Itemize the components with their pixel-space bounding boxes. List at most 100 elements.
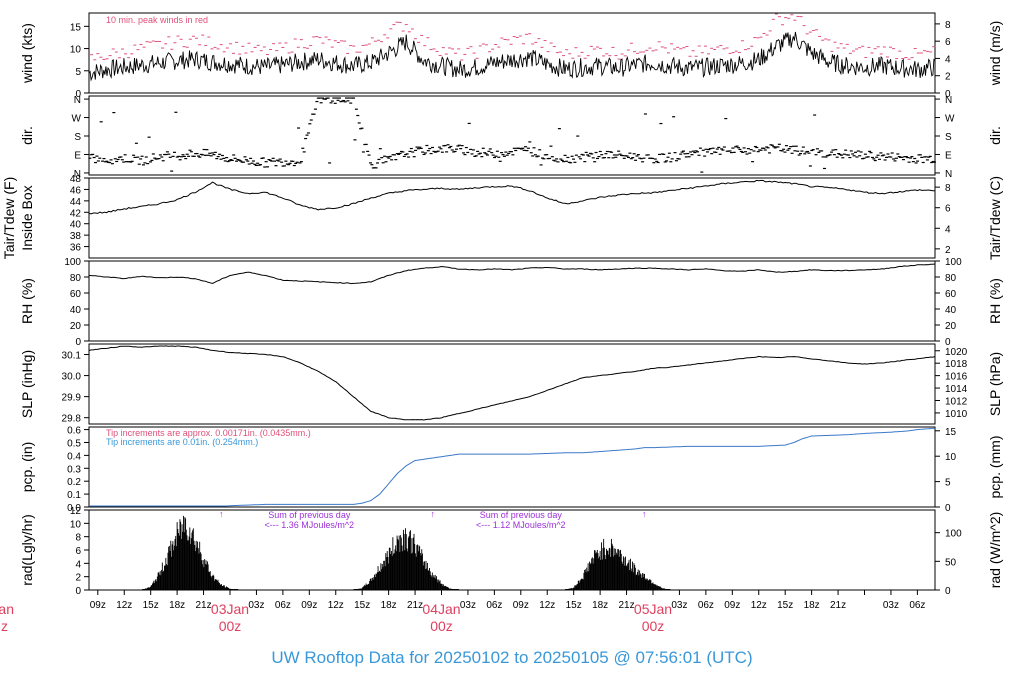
x-tick-label: 12z: [751, 600, 767, 611]
x-tick-label: 09z: [513, 600, 529, 611]
right-tick-label-rad: 100: [945, 529, 962, 540]
right-tick-label-temp: 2: [945, 245, 951, 256]
left-tick-label-dir: N: [74, 169, 81, 180]
y-label-left-temp: Tair/Tdew (F): [1, 177, 17, 259]
y-label-right-rh: RH (%): [987, 278, 1003, 324]
panel-frame-rh: [88, 260, 936, 342]
left-tick-label-dir: N: [74, 95, 81, 106]
right-tick-label-rad: 50: [945, 557, 957, 568]
right-tick-label-slp: 1014: [945, 384, 968, 395]
left-tick-label-pcp: 0.1: [67, 490, 81, 501]
left-tick-label-rad: 6: [75, 546, 81, 557]
right-tick-label-rh: 40: [945, 305, 957, 316]
x-tick-label: 12z: [116, 600, 132, 611]
panel-frame-temp: [88, 177, 936, 259]
series-pcp: [89, 427, 936, 507]
chart-title: UW Rooftop Data for 20250102 to 20250105…: [271, 648, 753, 667]
day-label-hour: 00z: [642, 618, 665, 634]
left-tick-label-rad: 8: [75, 533, 81, 544]
right-tick-label-temp: 4: [945, 224, 951, 235]
right-tick-label-pcp: 10: [945, 452, 957, 463]
y-label-right-dir: dir.: [987, 126, 1003, 145]
left-tick-label-rh: 40: [70, 305, 82, 316]
left-tick-label-pcp: 0.5: [67, 438, 81, 449]
left-tick-label-pcp: 0.2: [67, 477, 81, 488]
left-tick-label-temp: 44: [70, 197, 82, 208]
right-tick-label-dir: W: [945, 114, 955, 125]
left-tick-label-rad: 2: [75, 573, 81, 584]
left-tick-label-temp: 48: [70, 174, 82, 185]
left-tick-label-rh: 0: [75, 337, 81, 348]
left-tick-label-pcp: 0.0: [67, 503, 81, 514]
right-tick-label-wind: 8: [945, 20, 951, 31]
x-tick-label: 03z: [248, 600, 264, 611]
panel-frame-slp: [88, 343, 936, 425]
left-tick-label-rad: 12: [70, 506, 82, 517]
right-tick-label-rh: 20: [945, 321, 957, 332]
right-tick-label-slp: 1018: [945, 359, 968, 370]
rad-day-arrow: ↑: [430, 509, 435, 519]
y-label-right-slp: SLP (hPa): [987, 352, 1003, 416]
left-tick-label-wind: 15: [70, 22, 82, 33]
rad-day-arrow: ↑: [642, 509, 647, 519]
x-tick-label: 06z: [909, 600, 925, 611]
rad-annotation-line2: <--- 1.12 MJoules/m^2: [476, 520, 566, 530]
right-tick-label-pcp: 5: [945, 478, 951, 489]
offpage-day-hour: z: [1, 618, 8, 634]
left-tick-label-slp: 30.0: [62, 372, 82, 383]
left-tick-label-rh: 80: [70, 273, 82, 284]
y-label-left-rad: rad(Lgly/hr): [19, 514, 35, 586]
left-tick-label-rh: 20: [70, 321, 82, 332]
day-label: 05Jan: [634, 601, 672, 617]
right-tick-label-pcp: 15: [945, 427, 957, 438]
rad-annotation-line1: Sum of previous day: [480, 510, 563, 520]
right-tick-label-dir: E: [945, 150, 952, 161]
left-tick-label-rad: 10: [70, 519, 82, 530]
x-tick-label: 15z: [566, 600, 582, 611]
left-tick-label-rh: 60: [70, 289, 82, 300]
y-label-right-temp: Tair/Tdew (C): [987, 176, 1003, 260]
y-label-left-wind: wind (kts): [19, 23, 35, 84]
x-tick-label: 21z: [196, 600, 212, 611]
x-tick-label: 18z: [592, 600, 608, 611]
x-tick-label: 09z: [301, 600, 317, 611]
right-tick-label-dir: N: [945, 169, 952, 180]
left-tick-label-pcp: 0.6: [67, 426, 81, 437]
left-tick-label-temp: 42: [70, 208, 82, 219]
left-tick-label-wind: 0: [75, 89, 81, 100]
left-tick-label-temp: 38: [70, 231, 82, 242]
y-label-left-pcp: pcp. (in): [19, 442, 35, 493]
y-label-right-pcp: pcp. (mm): [987, 436, 1003, 499]
right-tick-label-rh: 60: [945, 289, 957, 300]
pcp-annotation: Tip increments are 0.01in. (0.254mm.): [106, 437, 258, 447]
x-tick-label: 12z: [328, 600, 344, 611]
pcp-annotation: Tip increments are approx. 0.00171in. (0…: [106, 428, 311, 438]
series-wind: [88, 31, 936, 82]
left-tick-label-rad: 4: [75, 559, 81, 570]
x-tick-label: 18z: [381, 600, 397, 611]
panel-frame-dir: [88, 95, 936, 176]
series-temp: [88, 179, 935, 215]
day-label-hour: 00z: [219, 618, 242, 634]
y-label-right-rad: rad (W/m^2): [987, 512, 1003, 589]
right-tick-label-wind: 4: [945, 54, 951, 65]
offpage-day-label: Jan: [0, 601, 14, 617]
series-slp: [88, 345, 936, 421]
y-label-left-rh: RH (%): [19, 278, 35, 324]
series-rh: [88, 263, 936, 285]
right-tick-label-dir: N: [945, 95, 952, 106]
left-tick-label-wind: 10: [70, 45, 82, 56]
y-label-right-wind: wind (m/s): [987, 21, 1003, 87]
right-tick-label-slp: 1012: [945, 396, 968, 407]
right-tick-label-wind: 0: [945, 89, 951, 100]
left-tick-label-pcp: 0.4: [67, 451, 81, 462]
x-tick-label: 21z: [830, 600, 846, 611]
day-label: 03Jan: [211, 601, 249, 617]
left-tick-label-dir: W: [72, 114, 82, 125]
day-label: 04Jan: [422, 601, 460, 617]
left-tick-label-rad: 0: [75, 586, 81, 597]
day-label-hour: 00z: [430, 618, 453, 634]
x-tick-label: 03z: [883, 600, 899, 611]
left-tick-label-temp: 46: [70, 185, 82, 196]
panel-frame-wind: [88, 12, 936, 94]
